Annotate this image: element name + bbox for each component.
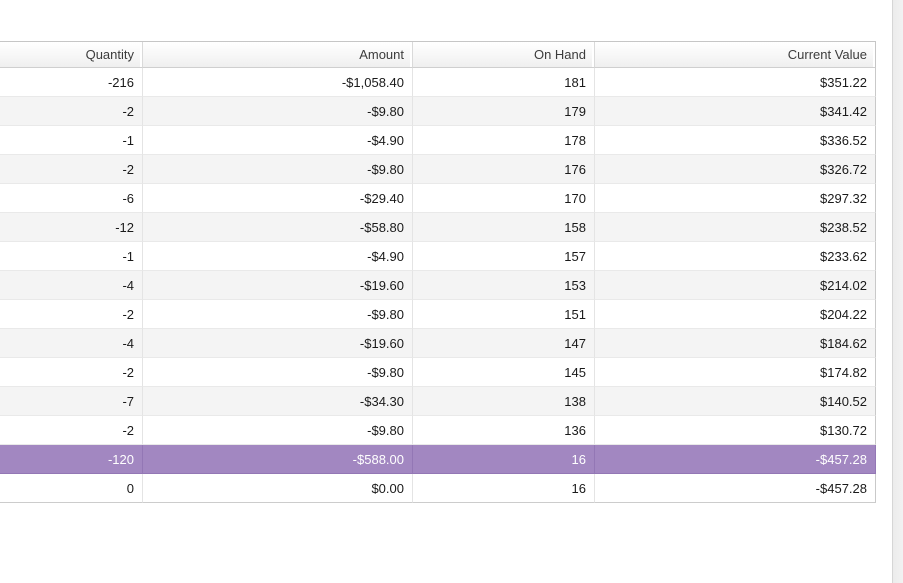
cell-on-hand[interactable]: 145 — [413, 358, 595, 387]
cell-on-hand[interactable]: 147 — [413, 329, 595, 358]
cell-on-hand[interactable]: 179 — [413, 97, 595, 126]
column-header-on-hand[interactable]: On Hand — [413, 42, 595, 68]
cell-current-value[interactable]: $351.22 — [595, 68, 876, 97]
column-header-current-value[interactable]: Current Value — [595, 42, 876, 68]
cell-amount[interactable]: -$588.00 — [143, 445, 413, 474]
cell-quantity[interactable]: -2 — [0, 155, 143, 184]
cell-current-value[interactable]: $238.52 — [595, 213, 876, 242]
adjustment-table: Quantity Amount On Hand Current Value -2… — [0, 41, 876, 503]
cell-current-value[interactable]: $297.32 — [595, 184, 876, 213]
cell-on-hand[interactable]: 170 — [413, 184, 595, 213]
cell-amount[interactable]: -$58.80 — [143, 213, 413, 242]
cell-on-hand[interactable]: 138 — [413, 387, 595, 416]
cell-amount[interactable]: -$34.30 — [143, 387, 413, 416]
cell-on-hand[interactable]: 157 — [413, 242, 595, 271]
cell-quantity[interactable]: -216 — [0, 68, 143, 97]
cell-quantity[interactable]: -2 — [0, 300, 143, 329]
cell-quantity[interactable]: -4 — [0, 271, 143, 300]
table-row[interactable]: -4 -$19.60 153 $214.02 — [0, 271, 876, 300]
table-row[interactable]: -216 -$1,058.40 181 $351.22 — [0, 68, 876, 97]
cell-current-value[interactable]: $336.52 — [595, 126, 876, 155]
cell-current-value[interactable]: $326.72 — [595, 155, 876, 184]
cell-quantity[interactable]: -7 — [0, 387, 143, 416]
cell-amount[interactable]: -$9.80 — [143, 97, 413, 126]
cell-current-value[interactable]: $233.62 — [595, 242, 876, 271]
cell-quantity[interactable]: -12 — [0, 213, 143, 242]
cell-on-hand[interactable]: 153 — [413, 271, 595, 300]
table-header: Quantity Amount On Hand Current Value — [0, 42, 876, 68]
cell-current-value[interactable]: -$457.28 — [595, 445, 876, 474]
table-body: -216 -$1,058.40 181 $351.22 -2 -$9.80 17… — [0, 68, 876, 503]
table-row[interactable]: -2 -$9.80 179 $341.42 — [0, 97, 876, 126]
cell-current-value[interactable]: -$457.28 — [595, 474, 876, 503]
cell-amount[interactable]: $0.00 — [143, 474, 413, 503]
cell-amount[interactable]: -$29.40 — [143, 184, 413, 213]
cell-amount[interactable]: -$9.80 — [143, 358, 413, 387]
cell-amount[interactable]: -$19.60 — [143, 271, 413, 300]
cell-current-value[interactable]: $174.82 — [595, 358, 876, 387]
header-row: Quantity Amount On Hand Current Value — [0, 42, 876, 68]
cell-quantity[interactable]: -2 — [0, 358, 143, 387]
cell-quantity[interactable]: -6 — [0, 184, 143, 213]
table-row[interactable]: -4 -$19.60 147 $184.62 — [0, 329, 876, 358]
cell-current-value[interactable]: $341.42 — [595, 97, 876, 126]
cell-quantity[interactable]: -4 — [0, 329, 143, 358]
cell-amount[interactable]: -$19.60 — [143, 329, 413, 358]
cell-current-value[interactable]: $130.72 — [595, 416, 876, 445]
cell-amount[interactable]: -$1,058.40 — [143, 68, 413, 97]
table-row[interactable]: -2 -$9.80 136 $130.72 — [0, 416, 876, 445]
cell-quantity[interactable]: -1 — [0, 126, 143, 155]
table-row[interactable]: -2 -$9.80 145 $174.82 — [0, 358, 876, 387]
table-row[interactable]: 0 $0.00 16 -$457.28 — [0, 474, 876, 503]
table-row[interactable]: -6 -$29.40 170 $297.32 — [0, 184, 876, 213]
cell-quantity[interactable]: -2 — [0, 97, 143, 126]
table-row[interactable]: -2 -$9.80 176 $326.72 — [0, 155, 876, 184]
cell-quantity[interactable]: 0 — [0, 474, 143, 503]
cell-current-value[interactable]: $184.62 — [595, 329, 876, 358]
cell-on-hand[interactable]: 158 — [413, 213, 595, 242]
cell-amount[interactable]: -$4.90 — [143, 242, 413, 271]
cell-on-hand[interactable]: 181 — [413, 68, 595, 97]
cell-current-value[interactable]: $204.22 — [595, 300, 876, 329]
cell-quantity[interactable]: -120 — [0, 445, 143, 474]
table-row[interactable]: -120 -$588.00 16 -$457.28 — [0, 445, 876, 474]
cell-amount[interactable]: -$9.80 — [143, 155, 413, 184]
column-header-amount[interactable]: Amount — [143, 42, 413, 68]
cell-quantity[interactable]: -1 — [0, 242, 143, 271]
table-row[interactable]: -2 -$9.80 151 $204.22 — [0, 300, 876, 329]
cell-on-hand[interactable]: 178 — [413, 126, 595, 155]
cell-on-hand[interactable]: 176 — [413, 155, 595, 184]
cell-on-hand[interactable]: 151 — [413, 300, 595, 329]
cell-current-value[interactable]: $140.52 — [595, 387, 876, 416]
table-row[interactable]: -7 -$34.30 138 $140.52 — [0, 387, 876, 416]
adjustment-grid: Quantity Amount On Hand Current Value -2… — [0, 41, 877, 503]
right-panel-edge — [892, 0, 903, 583]
table-row[interactable]: -12 -$58.80 158 $238.52 — [0, 213, 876, 242]
cell-on-hand[interactable]: 136 — [413, 416, 595, 445]
cell-quantity[interactable]: -2 — [0, 416, 143, 445]
cell-amount[interactable]: -$9.80 — [143, 416, 413, 445]
table-row[interactable]: -1 -$4.90 178 $336.52 — [0, 126, 876, 155]
cell-on-hand[interactable]: 16 — [413, 474, 595, 503]
column-header-quantity[interactable]: Quantity — [0, 42, 143, 68]
cell-on-hand[interactable]: 16 — [413, 445, 595, 474]
cell-amount[interactable]: -$9.80 — [143, 300, 413, 329]
cell-amount[interactable]: -$4.90 — [143, 126, 413, 155]
cell-current-value[interactable]: $214.02 — [595, 271, 876, 300]
table-row[interactable]: -1 -$4.90 157 $233.62 — [0, 242, 876, 271]
